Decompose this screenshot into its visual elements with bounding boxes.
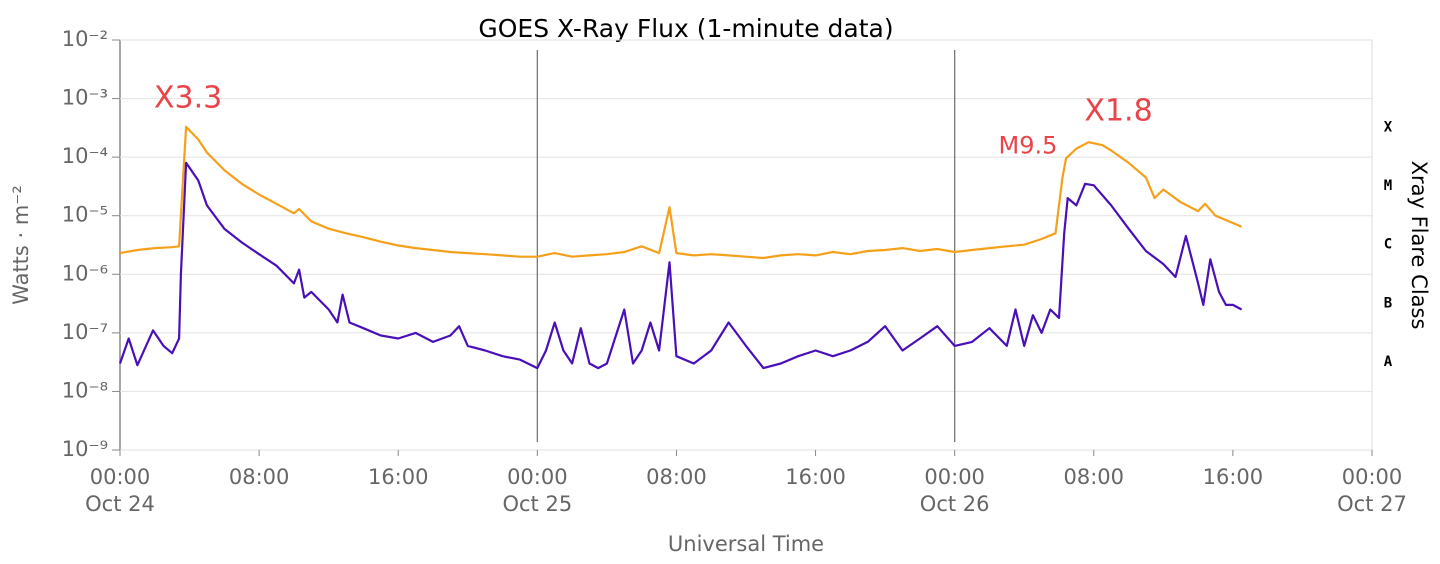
annotation: M9.5 — [999, 131, 1058, 159]
flare-class-label: C — [1384, 237, 1392, 253]
chart-title: GOES X-Ray Flux (1-minute data) — [478, 14, 893, 43]
series-line — [119, 125, 1243, 260]
annotation: X3.3 — [154, 80, 222, 115]
y-tick-label: 10⁻⁵ — [62, 203, 108, 227]
y-tick-label: 10⁻⁶ — [62, 261, 108, 285]
y-tick-label: 10⁻³ — [62, 86, 108, 110]
x-tick-date: Oct 25 — [502, 492, 572, 516]
y-tick-label: 10⁻⁹ — [62, 437, 108, 461]
x-tick-label: 00:00 — [1342, 465, 1403, 489]
annotation: X1.8 — [1084, 94, 1152, 129]
flare-class-label: B — [1384, 295, 1392, 311]
x-tick-label: 00:00 — [924, 465, 985, 489]
flare-class-label: X — [1384, 120, 1393, 136]
y2-axis-title: Xray Flare Class — [1407, 161, 1431, 330]
x-tick-label: 16:00 — [1203, 465, 1264, 489]
x-tick-label: 00:00 — [90, 465, 151, 489]
x-tick-label: 08:00 — [229, 465, 290, 489]
flare-class-label: M — [1384, 178, 1392, 194]
x-tick-date: Oct 24 — [85, 492, 155, 516]
y-tick-label: 10⁻⁷ — [62, 320, 108, 344]
y-tick-label: 10⁻⁸ — [62, 378, 108, 402]
x-axis-title: Universal Time — [668, 532, 824, 556]
x-tick-label: 16:00 — [368, 465, 429, 489]
series-line — [118, 161, 1243, 370]
y-axis-title: Watts · m⁻² — [9, 185, 33, 305]
flare-class-label: A — [1384, 354, 1393, 370]
y-tick-label: 10⁻⁴ — [62, 144, 108, 168]
x-tick-date: Oct 27 — [1337, 492, 1407, 516]
x-tick-label: 16:00 — [785, 465, 846, 489]
x-tick-label: 08:00 — [1064, 465, 1125, 489]
x-tick-date: Oct 26 — [920, 492, 990, 516]
x-tick-label: 08:00 — [646, 465, 707, 489]
y-tick-label: 10⁻² — [62, 27, 108, 51]
x-tick-label: 00:00 — [507, 465, 568, 489]
